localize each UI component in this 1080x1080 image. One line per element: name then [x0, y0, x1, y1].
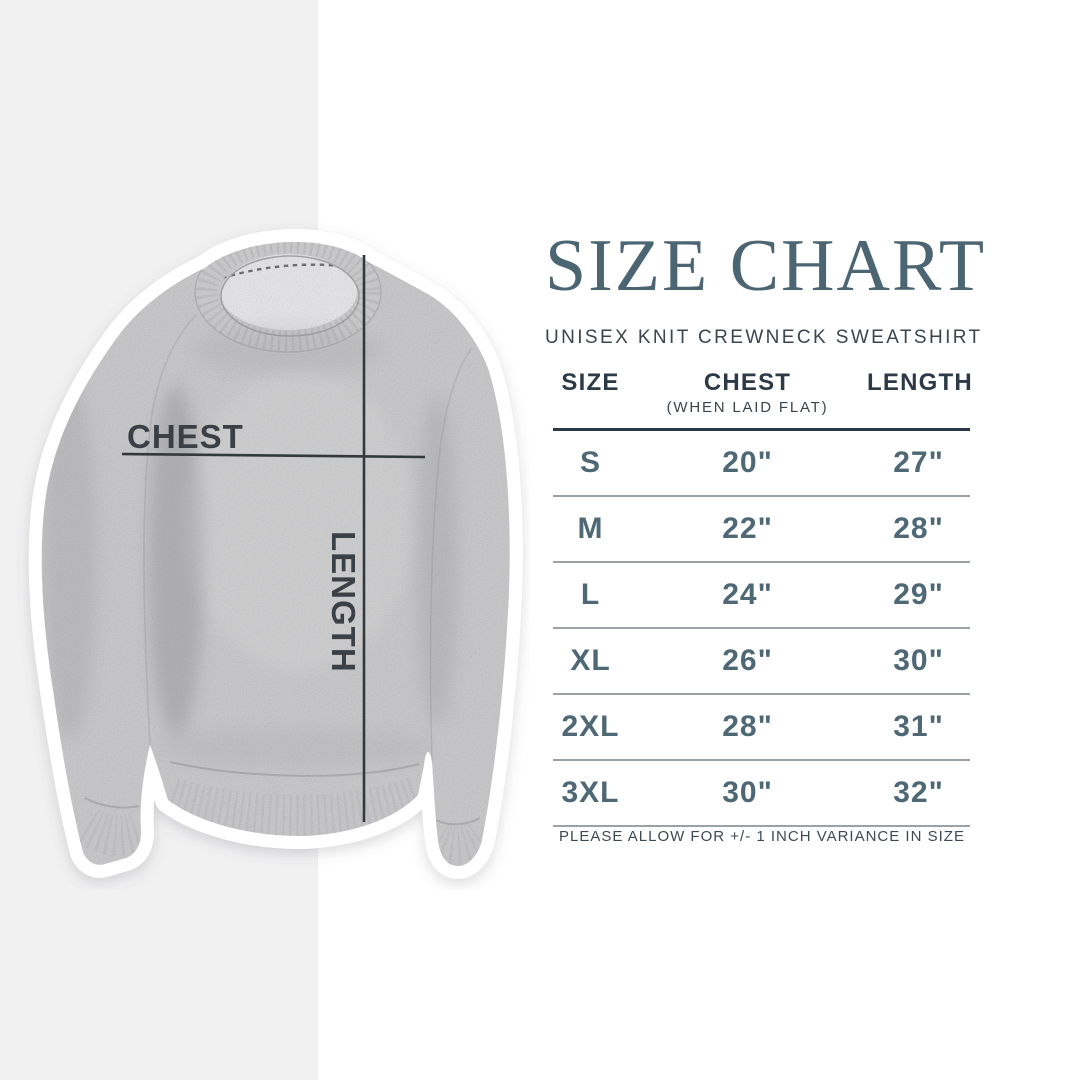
col-header-size: SIZE: [561, 369, 620, 396]
sweatshirt-body: [41, 241, 510, 867]
col-header-chest: CHEST (WHEN LAID FLAT): [628, 370, 867, 420]
sweatshirt-graphic: CHEST LENGTH: [15, 190, 530, 890]
cell-length: 28": [893, 512, 944, 545]
size-table-body: S 20" 27" M 22" 28" L 24" 29" XL 26": [553, 428, 970, 827]
cell-chest: 26": [722, 644, 773, 677]
chest-measure-label: CHEST: [127, 418, 244, 455]
chest-measure-line: [121, 452, 426, 459]
cell-chest: 30": [722, 776, 773, 809]
cell-chest: 24": [722, 578, 773, 611]
table-row: S 20" 27": [553, 431, 970, 495]
cell-size: XL: [570, 644, 611, 677]
table-row: M 22" 28": [553, 495, 970, 561]
col-header-length: LENGTH: [867, 369, 973, 396]
cell-size: S: [579, 446, 601, 479]
cell-size: 3XL: [561, 776, 620, 809]
page-title: SIZE CHART: [545, 225, 987, 307]
table-row: XL 26" 30": [553, 627, 970, 693]
page-subtitle: UNISEX KNIT CREWNECK SWEATSHIRT: [545, 327, 983, 348]
size-table-header: SIZE CHEST (WHEN LAID FLAT) LENGTH: [553, 369, 973, 420]
variance-note: PLEASE ALLOW FOR +/- 1 INCH VARIANCE IN …: [559, 828, 965, 845]
cell-length: 29": [893, 578, 944, 611]
cell-length: 27": [893, 446, 944, 479]
cell-length: 31": [893, 710, 944, 743]
cell-length: 32": [893, 776, 944, 809]
cell-chest: 28": [722, 710, 773, 743]
cell-size: M: [577, 512, 604, 545]
table-row: 2XL 28" 31": [553, 693, 970, 759]
cell-chest: 22": [722, 512, 773, 545]
col-header-chest-label: CHEST: [703, 369, 792, 396]
size-chart-panel: SIZE CHART UNISEX KNIT CREWNECK SWEATSHI…: [545, 0, 987, 1080]
cell-length: 30": [893, 644, 944, 677]
length-measure-label: LENGTH: [325, 531, 362, 673]
table-row: 3XL 30" 32": [553, 759, 970, 825]
cell-chest: 20": [722, 446, 773, 479]
size-table: SIZE CHEST (WHEN LAID FLAT) LENGTH S 20"…: [553, 369, 973, 827]
col-header-chest-subnote: (WHEN LAID FLAT): [666, 399, 829, 416]
cell-size: L: [580, 578, 601, 611]
cell-size: 2XL: [561, 710, 620, 743]
table-row: L 24" 29": [553, 561, 970, 627]
